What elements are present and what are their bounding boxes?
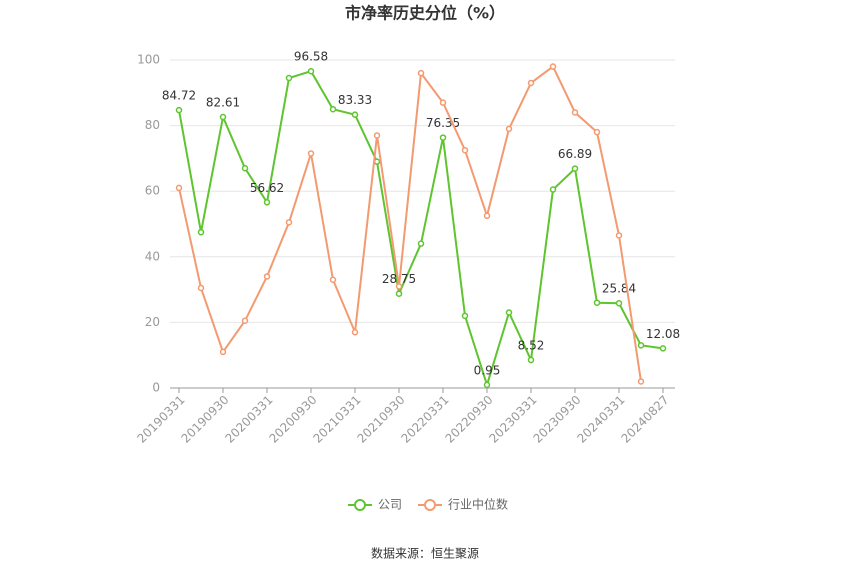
data-label: 25.84 <box>602 282 636 296</box>
data-point <box>461 146 469 154</box>
data-point <box>483 212 491 220</box>
x-tick-label: 20240827 <box>619 393 672 446</box>
source-note: 数据来源：恒生聚源 <box>371 546 479 561</box>
data-point <box>593 299 601 306</box>
data-point <box>219 348 227 356</box>
data-point <box>615 232 623 239</box>
data-point <box>527 79 535 87</box>
data-point <box>549 63 557 70</box>
data-point <box>373 132 381 139</box>
data-point <box>219 113 227 121</box>
data-point <box>285 74 293 82</box>
data-point <box>395 290 403 297</box>
data-point <box>307 67 315 75</box>
y-tick-label: 40 <box>145 249 160 263</box>
data-point <box>439 134 447 141</box>
data-point <box>527 356 535 364</box>
data-label: 84.72 <box>162 89 196 103</box>
series-line <box>178 65 642 382</box>
data-label: 83.33 <box>338 93 372 107</box>
data-point <box>505 309 513 316</box>
data-point <box>175 184 183 192</box>
data-point <box>395 283 403 290</box>
data-point <box>615 299 623 307</box>
data-point <box>329 276 337 284</box>
data-label: 12.08 <box>646 327 680 341</box>
data-point <box>241 164 249 172</box>
data-point <box>285 219 293 226</box>
data-point <box>571 165 579 172</box>
data-point <box>505 125 513 133</box>
series-line <box>178 70 664 389</box>
y-tick-label: 20 <box>145 315 160 329</box>
y-tick-label: 100 <box>137 53 160 67</box>
chart-title: 市净率历史分位（%） <box>345 4 505 23</box>
data-point <box>549 186 557 193</box>
data-point <box>351 328 359 336</box>
data-point <box>461 312 469 320</box>
data-point <box>175 106 183 114</box>
data-point <box>417 240 425 247</box>
data-point <box>417 69 425 77</box>
data-label: 0.95 <box>474 363 501 377</box>
y-tick-label: 60 <box>145 184 160 198</box>
data-label: 96.58 <box>294 50 328 64</box>
y-tick-label: 80 <box>145 118 160 132</box>
data-label: 8.52 <box>518 339 545 353</box>
data-point <box>351 111 359 118</box>
data-point <box>263 273 271 280</box>
data-point <box>197 228 205 236</box>
legend-marker <box>354 499 366 511</box>
data-point <box>439 99 447 106</box>
data-point <box>241 317 249 325</box>
data-point <box>483 381 491 389</box>
data-point <box>197 284 205 292</box>
data-point <box>307 150 315 157</box>
data-point <box>329 105 337 113</box>
data-point <box>593 128 601 136</box>
legend-marker <box>424 499 436 511</box>
data-point <box>637 342 645 349</box>
data-point <box>263 199 271 206</box>
data-point <box>637 378 645 385</box>
data-label: 66.89 <box>558 147 592 161</box>
data-label: 56.62 <box>250 181 284 195</box>
data-label: 82.61 <box>206 96 240 110</box>
legend-label: 行业中位数 <box>448 497 508 512</box>
data-point <box>659 345 667 352</box>
y-tick-label: 0 <box>152 381 160 395</box>
data-point <box>571 109 579 116</box>
legend-label: 公司 <box>378 498 402 512</box>
